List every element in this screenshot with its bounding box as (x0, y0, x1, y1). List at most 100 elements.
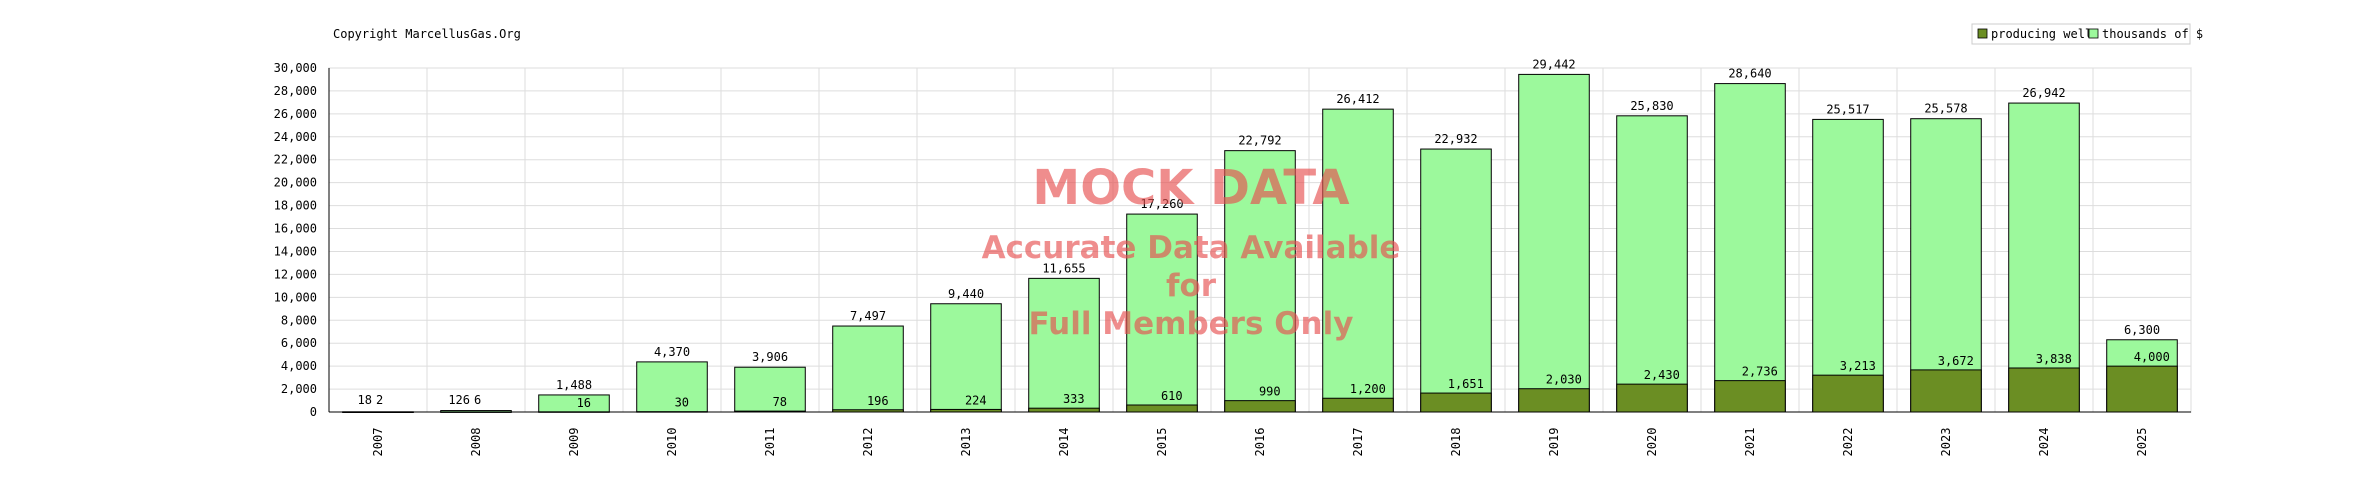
y-tick-label: 10,000 (274, 290, 317, 304)
data-label-thousands: 22,932 (1434, 132, 1477, 146)
y-tick-label: 22,000 (274, 153, 317, 167)
bar-thousands-2018 (1420, 148, 1492, 413)
bar-thousands-2021 (1714, 83, 1786, 413)
bar-thousands-2011 (734, 366, 806, 413)
x-tick-label: 2008 (469, 428, 483, 457)
data-label-producing: 16 (577, 396, 591, 410)
bar-producing-2011 (734, 410, 806, 413)
x-tick-label: 2019 (1547, 428, 1561, 457)
y-tick-label: 30,000 (274, 61, 317, 75)
data-label-thousands: 26,942 (2022, 86, 2065, 100)
bar-producing-2019 (1518, 388, 1590, 413)
y-tick-label: 8,000 (281, 313, 317, 327)
data-label-thousands: 25,578 (1924, 102, 1967, 116)
x-tick-label: 2016 (1253, 428, 1267, 457)
watermark-title: MOCK DATA (1032, 160, 1349, 216)
x-tick-label: 2015 (1155, 428, 1169, 457)
y-tick-label: 12,000 (274, 267, 317, 281)
x-tick-label: 2023 (1939, 428, 1953, 457)
x-tick-label: 2021 (1743, 428, 1757, 457)
data-label-thousands: 28,640 (1728, 67, 1771, 81)
data-label-producing: 6 (474, 393, 481, 407)
x-axis: 2007 2008 2009 2010 2011 2012 2013 2014 2015 2016… (329, 411, 2191, 457)
x-tick-label: 2012 (861, 428, 875, 457)
legend-label-producing-wells: producing wells (1991, 27, 2099, 41)
data-label-thousands: 9,440 (948, 287, 984, 301)
x-tick-label: 2022 (1841, 428, 1855, 457)
bar-producing-2021 (1714, 380, 1786, 413)
bar-thousands-2012 (832, 325, 904, 413)
y-tick-label: 24,000 (274, 130, 317, 144)
mock-data-watermark: MOCK DATA Accurate Data Available for Fu… (982, 160, 1401, 342)
data-label-producing: 990 (1259, 385, 1281, 399)
bar-producing-2010 (636, 411, 708, 413)
y-tick-label: 26,000 (274, 107, 317, 121)
x-tick-label: 2024 (2037, 428, 2051, 457)
data-label-producing: 78 (773, 395, 787, 409)
bars (342, 73, 2178, 413)
data-label-producing: 4,000 (2134, 350, 2170, 364)
x-tick-label: 2018 (1449, 428, 1463, 457)
data-label-producing: 2,430 (1644, 368, 1680, 382)
bar-producing-2016 (1224, 400, 1296, 413)
data-label-producing: 3,213 (1840, 359, 1876, 373)
bar-producing-2008 (440, 411, 512, 413)
x-tick-label: 2017 (1351, 428, 1365, 457)
data-label-producing: 2,736 (1742, 365, 1778, 379)
x-tick-label: 2009 (567, 428, 581, 457)
watermark-line-3: Full Members Only (1029, 306, 1354, 342)
x-tick-label: 2010 (665, 428, 679, 457)
bar-thousands-2014 (1028, 277, 1100, 413)
legend-label-thousands: thousands of $ (2102, 27, 2203, 41)
data-label-thousands: 6,300 (2124, 323, 2160, 337)
legend-swatch-thousands (2088, 28, 2099, 39)
bar-producing-2024 (2008, 367, 2080, 413)
data-label-producing: 3,672 (1938, 354, 1974, 368)
bar-thousands-2009 (538, 394, 610, 413)
x-tick-label: 2020 (1645, 428, 1659, 457)
copyright-text: Copyright MarcellusGas.Org (333, 27, 521, 41)
bar-producing-2023 (1910, 369, 1982, 413)
data-label-thousands: 11,655 (1042, 261, 1085, 275)
data-label-producing: 1,651 (1448, 377, 1484, 391)
data-label-producing: 333 (1063, 392, 1085, 406)
bar-producing-2009 (538, 411, 610, 413)
y-tick-label: 2,000 (281, 382, 317, 396)
y-tick-label: 14,000 (274, 244, 317, 258)
bar-thousands-2013 (930, 303, 1002, 413)
data-label-thousands: 22,792 (1238, 134, 1281, 148)
bar-producing-2015 (1126, 404, 1198, 413)
x-tick-label: 2025 (2135, 428, 2149, 457)
x-tick-label: 2013 (959, 428, 973, 457)
y-tick-label: 0 (310, 405, 317, 419)
legend-swatch-producing-wells (1977, 28, 1988, 39)
data-label-producing: 610 (1161, 389, 1183, 403)
data-label-thousands: 17,260 (1140, 197, 1183, 211)
bar-producing-2017 (1322, 397, 1394, 413)
bar-thousands-2010 (636, 361, 708, 413)
x-tick-label: 2011 (763, 428, 777, 457)
x-tick-label: 2007 (371, 428, 385, 457)
data-label-thousands: 126 (448, 393, 470, 407)
bar-producing-2012 (832, 409, 904, 413)
y-axis: 0 2,000 4,000 6,000 8,000 10,000 12,000 14,000 1… (274, 61, 330, 419)
bar-producing-2025 (2106, 365, 2178, 413)
data-label-thousands: 1,488 (556, 378, 592, 392)
data-label-thousands: 29,442 (1532, 57, 1575, 71)
data-label-thousands: 7,497 (850, 309, 886, 323)
data-label-thousands: 26,412 (1336, 92, 1379, 106)
y-tick-label: 28,000 (274, 84, 317, 98)
data-label-thousands: 3,906 (752, 350, 788, 364)
data-label-thousands: 4,370 (654, 345, 690, 359)
watermark-line-2: for (1166, 268, 1217, 304)
y-tick-label: 6,000 (281, 336, 317, 350)
bar-thousands-2015 (1126, 213, 1198, 413)
y-tick-label: 18,000 (274, 199, 317, 213)
data-label-thousands: 25,830 (1630, 99, 1673, 113)
bar-thousands-2020 (1616, 115, 1688, 413)
bar-thousands-2023 (1910, 118, 1982, 413)
chart-legend: producing wells thousands of $ (1971, 23, 2203, 45)
data-label-producing: 224 (965, 393, 987, 407)
bar-thousands-2019 (1518, 73, 1590, 413)
